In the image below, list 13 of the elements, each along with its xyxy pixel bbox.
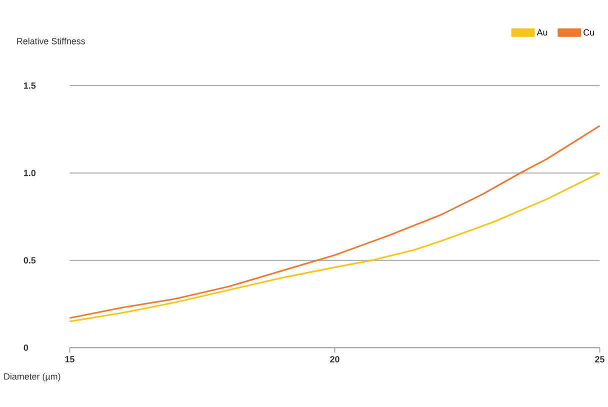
y-tick-label: 0.5: [24, 256, 36, 264]
legend-label: Cu: [584, 29, 594, 36]
x-tick-label: 20: [330, 356, 340, 362]
line-series: [68, 124, 601, 319]
x-tick-label: 15: [65, 356, 74, 362]
x-axis-title: Diameter (µm): [4, 372, 60, 382]
y-axis-title: Relative Stiffness: [17, 38, 85, 44]
y-tick-label: 1.0: [24, 170, 36, 176]
legend-label: Au: [536, 29, 548, 36]
line-series: [68, 172, 601, 322]
y-tick-label: 0: [24, 344, 28, 351]
y-tick-label: 1.5: [24, 82, 36, 89]
x-tick-label: 25: [595, 356, 604, 362]
